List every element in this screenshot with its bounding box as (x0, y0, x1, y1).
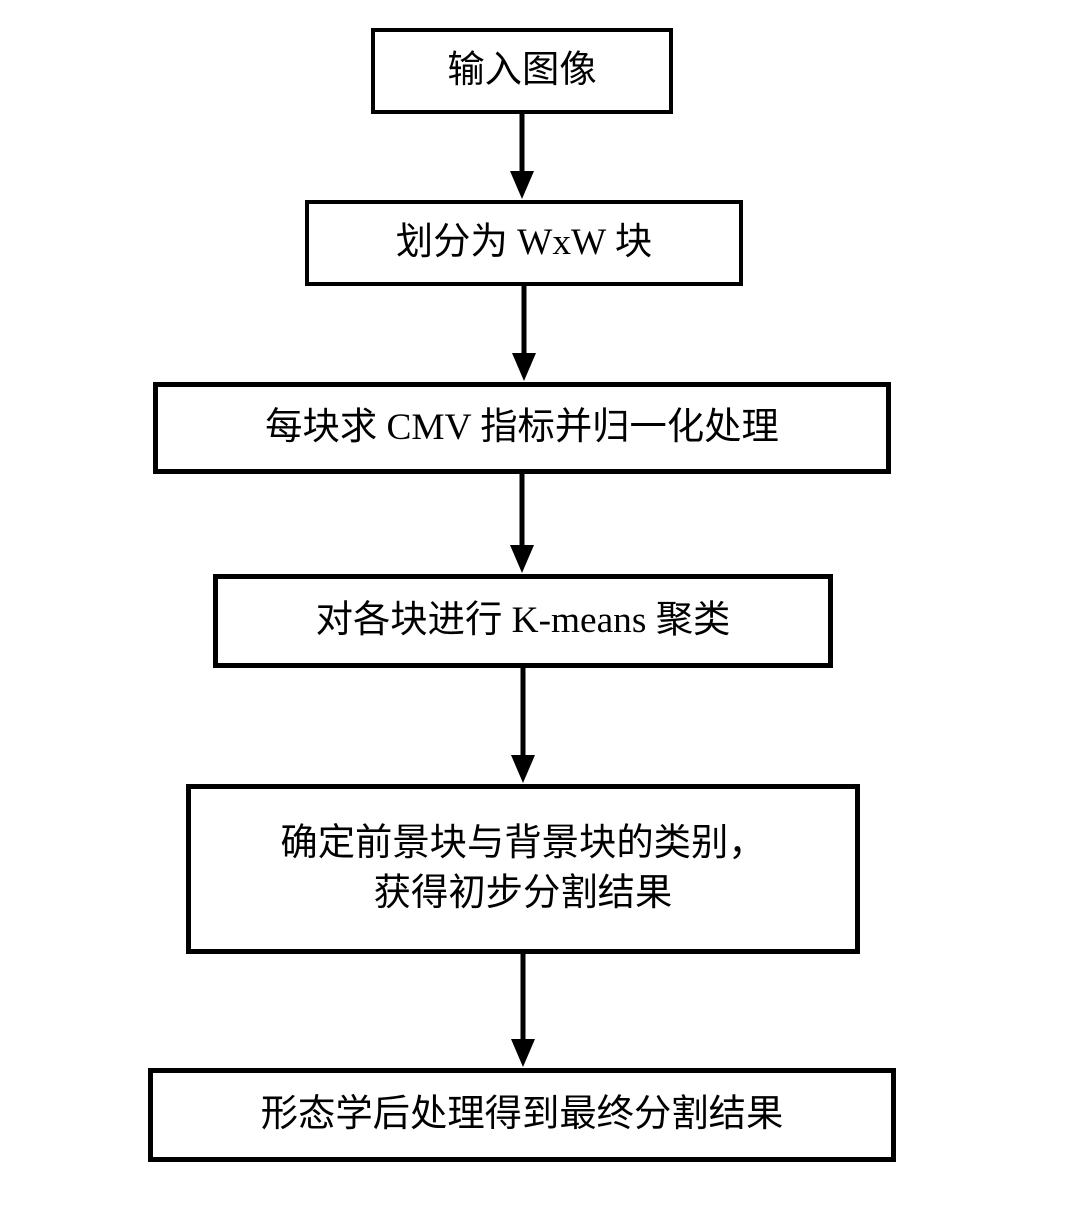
node-label: 划分为 WxW 块 (396, 218, 652, 268)
node-fg-bg-classify: 确定前景块与背景块的类别， 获得初步分割结果 (186, 784, 860, 954)
node-label: 输入图像 (447, 46, 596, 96)
node-morphology-postprocess: 形态学后处理得到最终分割结果 (148, 1068, 896, 1162)
node-divide-blocks: 划分为 WxW 块 (305, 200, 743, 286)
node-cmv-normalize: 每块求 CMV 指标并归一化处理 (153, 382, 891, 474)
node-label: 确定前景块与背景块的类别， 获得初步分割结果 (280, 819, 765, 920)
node-input-image: 输入图像 (371, 28, 673, 114)
node-label: 对各块进行 K-means 聚类 (316, 596, 731, 646)
node-kmeans-cluster: 对各块进行 K-means 聚类 (213, 574, 833, 668)
flowchart-container: 输入图像 划分为 WxW 块 每块求 CMV 指标并归一化处理 对各块进行 K-… (0, 0, 1092, 1216)
node-label: 每块求 CMV 指标并归一化处理 (265, 403, 779, 453)
node-label: 形态学后处理得到最终分割结果 (261, 1090, 784, 1140)
